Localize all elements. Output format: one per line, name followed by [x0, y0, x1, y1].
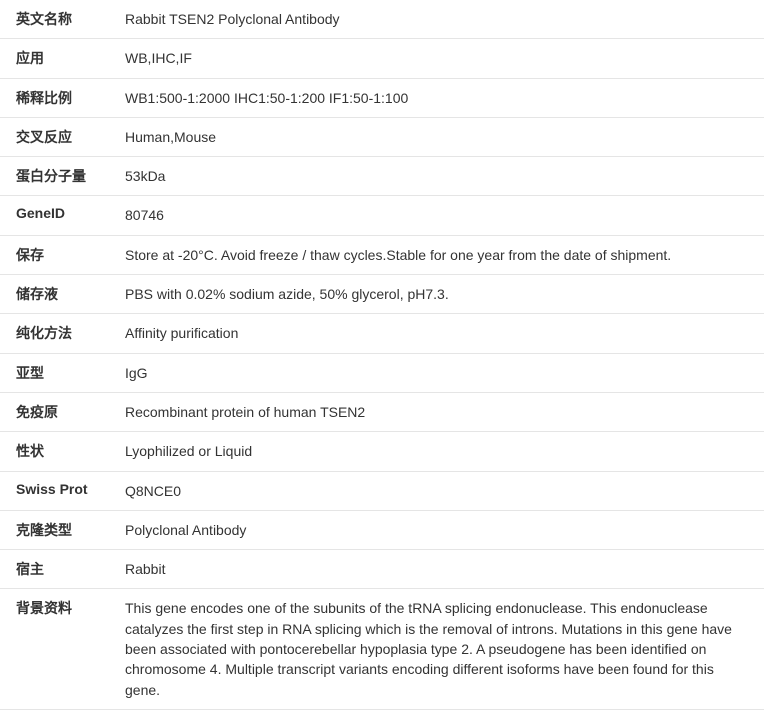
- row-label: 应用: [0, 48, 125, 68]
- row-value: Store at -20°C. Avoid freeze / thaw cycl…: [125, 245, 764, 265]
- table-row: 背景资料This gene encodes one of the subunit…: [0, 589, 764, 709]
- table-row: 性状Lyophilized or Liquid: [0, 432, 764, 471]
- table-row: 储存液PBS with 0.02% sodium azide, 50% glyc…: [0, 275, 764, 314]
- table-row: Swiss ProtQ8NCE0: [0, 472, 764, 511]
- spec-table: 英文名称Rabbit TSEN2 Polyclonal Antibody应用WB…: [0, 0, 764, 710]
- row-value: 53kDa: [125, 166, 764, 186]
- row-label: 储存液: [0, 284, 125, 304]
- table-row: 纯化方法Affinity purification: [0, 314, 764, 353]
- table-row: 应用WB,IHC,IF: [0, 39, 764, 78]
- table-row: 免疫原Recombinant protein of human TSEN2: [0, 393, 764, 432]
- row-label: 性状: [0, 441, 125, 461]
- row-value: Polyclonal Antibody: [125, 520, 764, 540]
- row-value: Affinity purification: [125, 323, 764, 343]
- row-label: 交叉反应: [0, 127, 125, 147]
- table-row: 宿主Rabbit: [0, 550, 764, 589]
- row-label: Swiss Prot: [0, 481, 125, 497]
- row-label: 保存: [0, 245, 125, 265]
- row-value: Q8NCE0: [125, 481, 764, 501]
- row-value: IgG: [125, 363, 764, 383]
- row-value: Lyophilized or Liquid: [125, 441, 764, 461]
- row-label: 稀释比例: [0, 88, 125, 108]
- table-row: 克隆类型Polyclonal Antibody: [0, 511, 764, 550]
- row-label: 亚型: [0, 363, 125, 383]
- row-label: 背景资料: [0, 598, 125, 618]
- row-value: This gene encodes one of the subunits of…: [125, 598, 764, 699]
- row-value: PBS with 0.02% sodium azide, 50% glycero…: [125, 284, 764, 304]
- row-label: 克隆类型: [0, 520, 125, 540]
- row-value: WB1:500-1:2000 IHC1:50-1:200 IF1:50-1:10…: [125, 88, 764, 108]
- row-value: Rabbit: [125, 559, 764, 579]
- table-row: 亚型IgG: [0, 354, 764, 393]
- row-label: 宿主: [0, 559, 125, 579]
- row-value: Human,Mouse: [125, 127, 764, 147]
- table-row: GeneID80746: [0, 196, 764, 235]
- table-row: 稀释比例WB1:500-1:2000 IHC1:50-1:200 IF1:50-…: [0, 79, 764, 118]
- row-label: 免疫原: [0, 402, 125, 422]
- row-label: GeneID: [0, 205, 125, 221]
- table-row: 英文名称Rabbit TSEN2 Polyclonal Antibody: [0, 0, 764, 39]
- row-value: WB,IHC,IF: [125, 48, 764, 68]
- row-value: Rabbit TSEN2 Polyclonal Antibody: [125, 9, 764, 29]
- table-row: 交叉反应Human,Mouse: [0, 118, 764, 157]
- row-label: 纯化方法: [0, 323, 125, 343]
- table-row: 蛋白分子量53kDa: [0, 157, 764, 196]
- row-value: Recombinant protein of human TSEN2: [125, 402, 764, 422]
- row-label: 英文名称: [0, 9, 125, 29]
- row-label: 蛋白分子量: [0, 166, 125, 186]
- row-value: 80746: [125, 205, 764, 225]
- table-row: 保存Store at -20°C. Avoid freeze / thaw cy…: [0, 236, 764, 275]
